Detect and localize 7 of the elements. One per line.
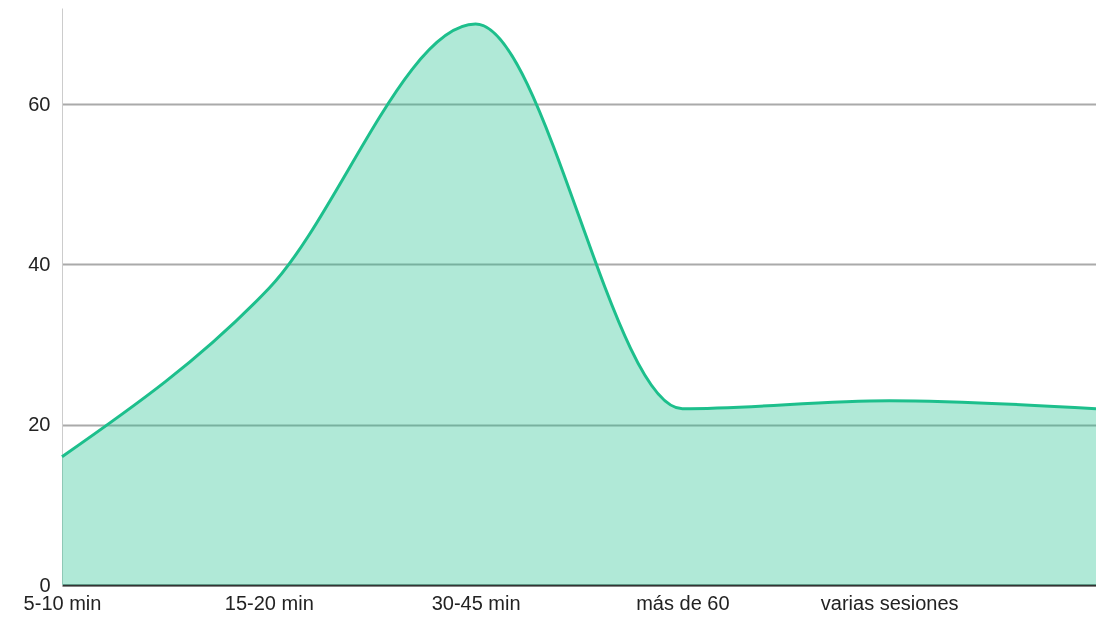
x-tick-label: 30-45 min	[431, 591, 521, 614]
x-tick-label: varias sesiones	[820, 591, 959, 614]
x-tick-label: 15-20 min	[224, 591, 314, 614]
y-tick-label: 60	[28, 92, 51, 115]
y-tick-label: 20	[28, 413, 51, 436]
y-tick-label: 40	[28, 252, 51, 275]
x-tick-label: más de 60	[636, 591, 730, 614]
